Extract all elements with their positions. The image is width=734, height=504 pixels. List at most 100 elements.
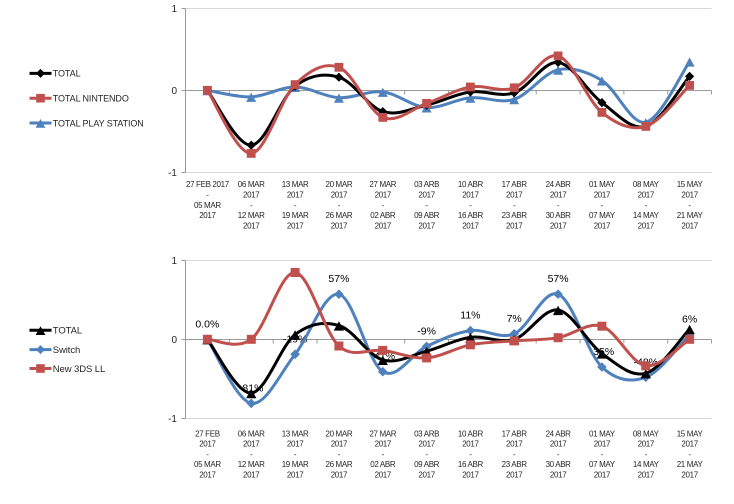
svg-text:-1: -1	[168, 168, 177, 179]
svg-text:23 ABR: 23 ABR	[502, 211, 528, 220]
svg-text:2017: 2017	[418, 191, 435, 200]
svg-text:-: -	[513, 201, 516, 210]
svg-text:2017: 2017	[243, 440, 260, 449]
svg-text:2017: 2017	[418, 440, 435, 449]
svg-text:27 FEB: 27 FEB	[195, 429, 220, 438]
svg-text:08 MAY: 08 MAY	[633, 429, 660, 438]
svg-text:2017: 2017	[681, 471, 698, 480]
svg-text:07 MAY: 07 MAY	[589, 460, 616, 469]
svg-text:07 MAY: 07 MAY	[589, 211, 616, 220]
svg-text:2017: 2017	[594, 191, 611, 200]
svg-text:03 ARB: 03 ARB	[414, 429, 439, 438]
svg-text:-: -	[469, 450, 472, 459]
svg-text:21 MAY: 21 MAY	[677, 460, 704, 469]
svg-text:05 MAR: 05 MAR	[194, 201, 221, 210]
svg-text:-: -	[425, 201, 428, 210]
svg-text:08 MAY: 08 MAY	[633, 180, 660, 189]
svg-text:20 MAR: 20 MAR	[325, 429, 352, 438]
svg-text:-: -	[645, 450, 648, 459]
svg-text:2017: 2017	[638, 191, 655, 200]
svg-text:11%: 11%	[460, 310, 480, 322]
svg-text:2017: 2017	[550, 191, 567, 200]
svg-text:-: -	[688, 201, 691, 210]
svg-text:2017: 2017	[287, 440, 304, 449]
svg-text:15 MAY: 15 MAY	[677, 180, 704, 189]
svg-text:-: -	[338, 201, 341, 210]
svg-text:21 MAY: 21 MAY	[677, 211, 704, 220]
svg-text:TOTAL: TOTAL	[53, 69, 81, 79]
svg-text:2017: 2017	[550, 471, 567, 480]
svg-text:2017: 2017	[375, 221, 392, 230]
svg-text:2017: 2017	[243, 471, 260, 480]
svg-text:2017: 2017	[418, 221, 435, 230]
svg-text:13 MAR: 13 MAR	[282, 180, 309, 189]
svg-text:-: -	[382, 201, 385, 210]
svg-text:19 MAR: 19 MAR	[282, 211, 309, 220]
svg-text:2017: 2017	[462, 440, 479, 449]
svg-text:26 MAR: 26 MAR	[325, 211, 352, 220]
svg-text:-: -	[601, 201, 604, 210]
svg-text:-9%: -9%	[417, 325, 436, 337]
svg-text:-: -	[250, 450, 253, 459]
svg-text:26 MAR: 26 MAR	[325, 460, 352, 469]
svg-text:2017: 2017	[462, 221, 479, 230]
svg-text:2017: 2017	[375, 471, 392, 480]
svg-text:02 ABR: 02 ABR	[370, 211, 396, 220]
svg-text:30 ABR: 30 ABR	[546, 211, 572, 220]
svg-text:2017: 2017	[331, 221, 348, 230]
svg-text:2017: 2017	[638, 221, 655, 230]
svg-text:2017: 2017	[243, 191, 260, 200]
svg-text:09 ABR: 09 ABR	[414, 211, 440, 220]
svg-text:02 ABR: 02 ABR	[370, 460, 396, 469]
svg-text:2017: 2017	[199, 211, 216, 220]
svg-text:2017: 2017	[462, 471, 479, 480]
svg-text:-: -	[338, 450, 341, 459]
svg-text:2017: 2017	[375, 440, 392, 449]
svg-text:Switch: Switch	[53, 345, 80, 356]
svg-text:09 ABR: 09 ABR	[414, 460, 440, 469]
svg-text:2017: 2017	[594, 221, 611, 230]
svg-text:2017: 2017	[506, 440, 523, 449]
svg-text:06 MAR: 06 MAR	[238, 180, 265, 189]
svg-text:17 ABR: 17 ABR	[502, 429, 528, 438]
svg-text:27 MAR: 27 MAR	[369, 429, 396, 438]
svg-text:0: 0	[171, 86, 177, 97]
svg-text:0.0%: 0.0%	[195, 318, 219, 330]
svg-text:TOTAL: TOTAL	[53, 326, 82, 337]
svg-text:-: -	[513, 450, 516, 459]
svg-text:-: -	[425, 450, 428, 459]
svg-text:2017: 2017	[418, 471, 435, 480]
svg-text:27 MAR: 27 MAR	[369, 180, 396, 189]
svg-text:23 ABR: 23 ABR	[502, 460, 528, 469]
svg-text:2017: 2017	[506, 471, 523, 480]
svg-text:01 MAY: 01 MAY	[589, 429, 616, 438]
svg-text:2017: 2017	[287, 221, 304, 230]
svg-text:2017: 2017	[506, 221, 523, 230]
svg-text:0: 0	[171, 335, 177, 346]
svg-text:TOTAL NINTENDO: TOTAL NINTENDO	[53, 94, 129, 104]
svg-text:16 ABR: 16 ABR	[458, 460, 484, 469]
svg-text:30 ABR: 30 ABR	[546, 460, 572, 469]
svg-text:2017: 2017	[550, 221, 567, 230]
svg-text:6%: 6%	[682, 314, 697, 326]
svg-text:2017: 2017	[506, 191, 523, 200]
svg-text:19 MAR: 19 MAR	[282, 460, 309, 469]
svg-text:12 MAR: 12 MAR	[238, 211, 265, 220]
svg-text:20 MAR: 20 MAR	[325, 180, 352, 189]
svg-text:2017: 2017	[331, 191, 348, 200]
svg-text:2017: 2017	[594, 471, 611, 480]
svg-text:57%: 57%	[328, 273, 349, 285]
svg-text:TOTAL PLAY STATION: TOTAL PLAY STATION	[53, 118, 144, 128]
svg-text:-: -	[645, 201, 648, 210]
svg-text:2017: 2017	[199, 471, 216, 480]
svg-text:2017: 2017	[331, 471, 348, 480]
svg-text:12 MAR: 12 MAR	[238, 460, 265, 469]
svg-text:2017: 2017	[594, 440, 611, 449]
svg-text:2017: 2017	[199, 440, 216, 449]
svg-text:2017: 2017	[287, 471, 304, 480]
svg-text:-: -	[601, 450, 604, 459]
svg-text:17 ABR: 17 ABR	[502, 180, 528, 189]
svg-text:1: 1	[171, 4, 177, 15]
svg-text:16 ABR: 16 ABR	[458, 211, 484, 220]
svg-text:New 3DS LL: New 3DS LL	[53, 364, 105, 375]
